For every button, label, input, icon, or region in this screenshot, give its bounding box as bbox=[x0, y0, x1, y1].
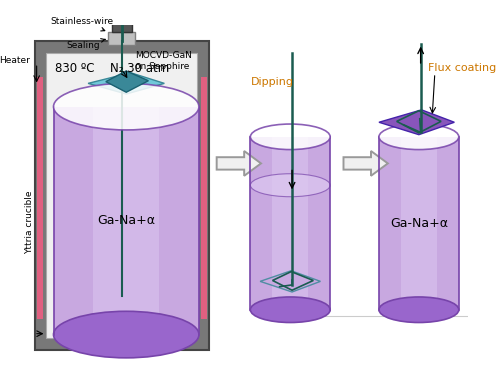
Bar bbox=[35, 41, 208, 350]
Bar bbox=[272, 137, 308, 310]
Bar bbox=[112, 16, 132, 32]
Ellipse shape bbox=[54, 83, 199, 130]
Bar bbox=[401, 137, 437, 310]
Polygon shape bbox=[379, 110, 454, 135]
Ellipse shape bbox=[379, 297, 459, 323]
Ellipse shape bbox=[250, 297, 330, 323]
Text: Yttria crucible: Yttria crucible bbox=[25, 190, 34, 254]
Ellipse shape bbox=[379, 124, 459, 150]
Text: N₂ 30 atm: N₂ 30 atm bbox=[110, 62, 170, 75]
Polygon shape bbox=[216, 151, 261, 176]
Polygon shape bbox=[88, 73, 164, 94]
Ellipse shape bbox=[250, 174, 330, 197]
Text: Pressure-
resistant chamber: Pressure- resistant chamber bbox=[0, 375, 1, 376]
Bar bbox=[108, 32, 135, 45]
Text: 830 ºC: 830 ºC bbox=[56, 62, 95, 75]
Text: Flux coating: Flux coating bbox=[428, 63, 496, 73]
Polygon shape bbox=[106, 71, 148, 92]
Bar bbox=[36, 76, 43, 318]
Text: Heater: Heater bbox=[0, 56, 30, 65]
Polygon shape bbox=[344, 151, 388, 176]
Text: Sealing: Sealing bbox=[66, 39, 105, 50]
Bar bbox=[379, 137, 459, 310]
Bar bbox=[54, 107, 199, 335]
Text: Ga-Na+α: Ga-Na+α bbox=[390, 217, 448, 230]
Text: MOCVD-GaN
on Sapphire: MOCVD-GaN on Sapphire bbox=[135, 52, 192, 71]
Text: Ga-Na+α: Ga-Na+α bbox=[97, 214, 155, 227]
Text: Stainless-wire: Stainless-wire bbox=[51, 17, 114, 31]
Bar bbox=[200, 76, 207, 318]
Text: Dipping: Dipping bbox=[250, 77, 294, 87]
Polygon shape bbox=[260, 271, 320, 292]
Ellipse shape bbox=[54, 311, 199, 358]
Bar bbox=[94, 107, 159, 335]
Ellipse shape bbox=[250, 124, 330, 150]
Bar bbox=[46, 53, 197, 338]
Bar bbox=[250, 137, 330, 310]
